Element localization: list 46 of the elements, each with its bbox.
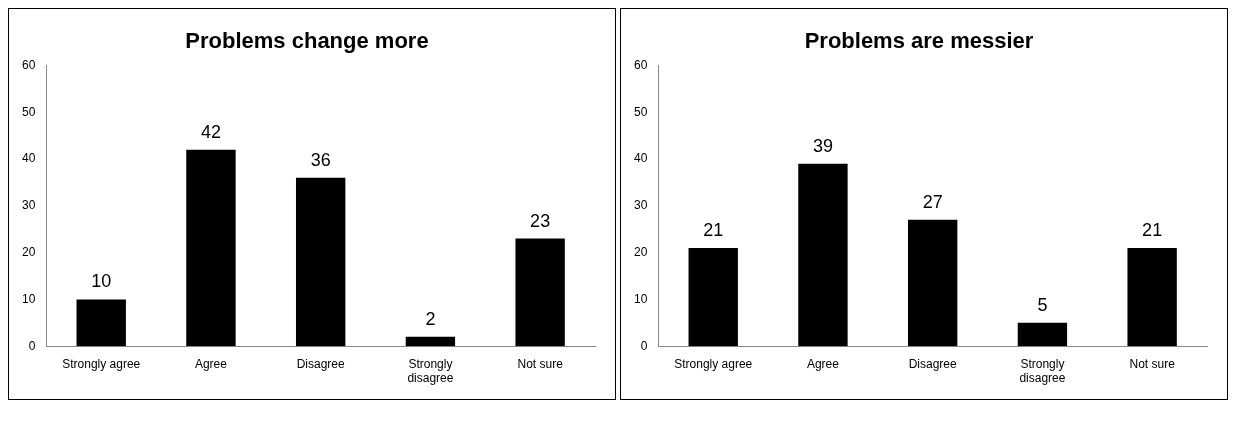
data-label: 39: [812, 135, 833, 156]
y-tick-label: 30: [21, 198, 36, 213]
y-tick-label: 50: [21, 104, 36, 119]
bar: [798, 163, 848, 347]
y-tick-label: 0: [28, 338, 36, 353]
x-tick-label: Disagree: [908, 356, 958, 371]
bar: [907, 219, 958, 347]
chart-title: Problems are messier: [804, 28, 1034, 54]
x-tick-label: Strongly disagree: [407, 356, 454, 386]
bar: [295, 177, 346, 347]
data-label: 2: [425, 308, 436, 329]
y-tick-label: 50: [633, 104, 648, 119]
y-tick-label: 40: [633, 151, 648, 166]
x-tick-label: Agree: [194, 356, 228, 371]
bar: [1017, 322, 1068, 347]
x-tick-label: Disagree: [296, 356, 346, 371]
bar: [186, 149, 236, 347]
x-tick-label: Not sure: [517, 356, 564, 371]
y-tick-label: 10: [21, 291, 36, 306]
bar: [688, 247, 738, 347]
y-tick-label: 60: [21, 57, 36, 72]
x-tick-label: Strongly agree: [62, 356, 141, 371]
x-tick-label: Not sure: [1129, 356, 1176, 371]
data-label: 36: [310, 149, 331, 170]
y-tick-label: 30: [633, 198, 648, 213]
data-label: 10: [91, 271, 112, 292]
x-tick-label: Strongly agree: [674, 356, 753, 371]
y-tick-label: 40: [21, 151, 36, 166]
x-tick-label: Strongly disagree: [1019, 356, 1066, 386]
bar: [76, 299, 126, 347]
bar: [515, 238, 565, 347]
x-tick-label: Agree: [806, 356, 840, 371]
y-tick-label: 10: [633, 291, 648, 306]
chart-title: Problems change more: [185, 28, 429, 54]
data-label: 42: [200, 121, 221, 142]
y-tick-label: 20: [21, 244, 36, 259]
y-tick-label: 0: [640, 338, 648, 353]
data-label: 5: [1037, 294, 1048, 315]
y-tick-label: 20: [633, 244, 648, 259]
data-label: 23: [530, 210, 551, 231]
data-label: 27: [922, 191, 943, 212]
data-label: 21: [703, 219, 724, 240]
y-tick-label: 60: [633, 57, 648, 72]
bar: [405, 336, 456, 347]
data-label: 21: [1142, 219, 1163, 240]
bar: [1127, 247, 1177, 347]
